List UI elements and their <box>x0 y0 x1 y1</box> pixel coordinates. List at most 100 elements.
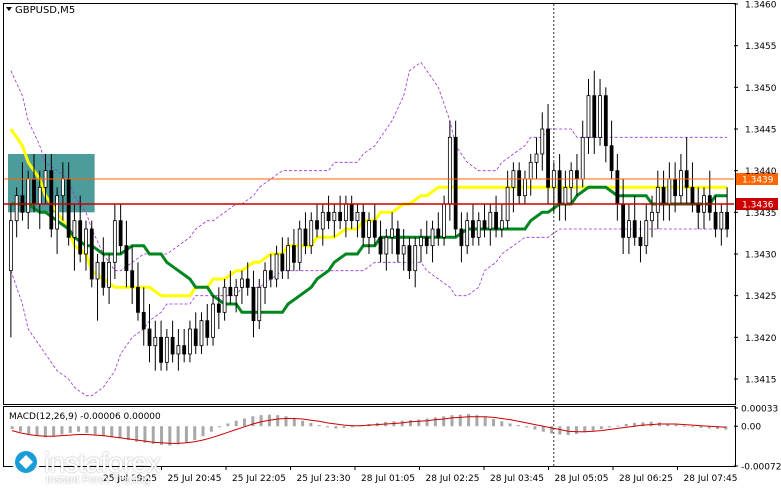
candle <box>297 220 302 271</box>
candle-body <box>442 203 446 238</box>
main-pane-frame <box>3 3 736 405</box>
macd-histogram-bar <box>500 421 504 427</box>
candle-body <box>257 286 262 322</box>
candle <box>332 204 337 238</box>
candle-body <box>72 220 77 238</box>
candle-body <box>112 220 117 263</box>
candle <box>476 212 481 246</box>
watermark-tagline: Instant Forex Trading <box>46 474 150 486</box>
candle-body <box>632 220 637 238</box>
candle-body <box>55 195 59 230</box>
candle <box>609 120 614 179</box>
candle-body <box>378 236 383 255</box>
macd-signal-line <box>11 416 726 444</box>
candle <box>627 204 631 254</box>
macd-histogram-bar <box>292 417 296 427</box>
candle-body <box>661 186 666 205</box>
macd-histogram-bar <box>442 416 446 427</box>
candle <box>471 204 475 246</box>
candle <box>320 204 325 246</box>
candle <box>240 270 244 304</box>
candle <box>274 245 279 288</box>
candle-body <box>424 236 429 247</box>
macd-histogram-bar <box>284 416 288 427</box>
candle-body <box>615 170 620 205</box>
candle <box>372 204 377 246</box>
macd-histogram-bar <box>550 426 554 434</box>
candle <box>141 287 146 346</box>
candle-body <box>725 211 730 230</box>
candle-body <box>211 303 215 338</box>
candle <box>245 262 250 296</box>
candle <box>14 187 19 238</box>
macd-histogram-bar <box>184 426 188 443</box>
candle <box>205 304 210 346</box>
macd-histogram-bar <box>10 426 14 429</box>
candle-body <box>141 311 146 330</box>
macd-histogram-bar <box>649 421 653 427</box>
candle <box>153 320 158 371</box>
candle-body <box>170 336 175 355</box>
candle <box>292 229 296 271</box>
macd-histogram-bar <box>408 420 412 427</box>
candle <box>268 254 273 288</box>
candle <box>89 220 94 288</box>
time-tick-label: 28 Jul 03:45 <box>490 474 544 484</box>
macd-histogram-bar <box>525 426 529 428</box>
candle-body <box>367 220 371 238</box>
candle-body <box>413 245 418 272</box>
candle <box>644 204 649 254</box>
macd-histogram-bar <box>101 426 105 437</box>
candle-body <box>176 345 181 355</box>
macd-tick-label: 0.00 <box>741 423 761 433</box>
candle-body <box>528 161 533 180</box>
macd-histogram-bar <box>417 419 421 427</box>
candle <box>338 195 343 229</box>
candle-body <box>32 178 36 205</box>
price-tick-label: 1.3460 <box>745 1 777 11</box>
macd-histogram-bar <box>43 426 47 438</box>
macd-histogram-bar <box>591 426 595 431</box>
candle <box>164 329 169 371</box>
macd-histogram-bar <box>18 426 22 432</box>
candle-body <box>84 228 88 255</box>
candle-body <box>673 178 678 197</box>
candle-body <box>447 136 452 205</box>
candle <box>430 220 435 263</box>
candle-body <box>494 211 498 230</box>
macd-histogram-bar <box>35 426 39 437</box>
candle-body <box>655 186 660 213</box>
candle-body <box>8 220 13 272</box>
candle-body <box>598 95 602 138</box>
macd-histogram-bar <box>126 426 130 441</box>
candle-body <box>667 178 672 205</box>
price-tick-label: 1.3415 <box>745 376 777 386</box>
candle <box>72 204 77 271</box>
candle-body <box>320 211 325 230</box>
envelope-upper-line <box>10 61 728 272</box>
candle-body <box>251 286 256 322</box>
macd-histogram-bar <box>699 426 703 428</box>
candle <box>222 279 227 321</box>
candle-body <box>517 170 522 197</box>
macd-histogram-bar <box>666 423 670 427</box>
candle <box>494 195 498 238</box>
candle-body <box>228 286 233 297</box>
macd-histogram-bar <box>674 424 678 427</box>
candle <box>107 254 111 304</box>
candle-body <box>234 286 239 297</box>
candle <box>193 312 198 354</box>
macd-histogram-bar <box>475 415 479 427</box>
time-tick-label: 25 Jul 23:30 <box>297 474 351 484</box>
price-tick-label: 1.3430 <box>745 251 777 261</box>
candle <box>257 279 262 329</box>
candle-body <box>372 220 377 238</box>
macd-histogram-bar <box>68 426 72 433</box>
macd-histogram-bar <box>425 418 429 427</box>
candle <box>216 287 221 329</box>
candle <box>124 220 129 288</box>
candle <box>719 204 724 246</box>
time-tick-label: 28 Jul 05:05 <box>555 474 609 484</box>
candle-body <box>459 228 464 247</box>
price-tick-label: 1.3455 <box>745 42 777 52</box>
